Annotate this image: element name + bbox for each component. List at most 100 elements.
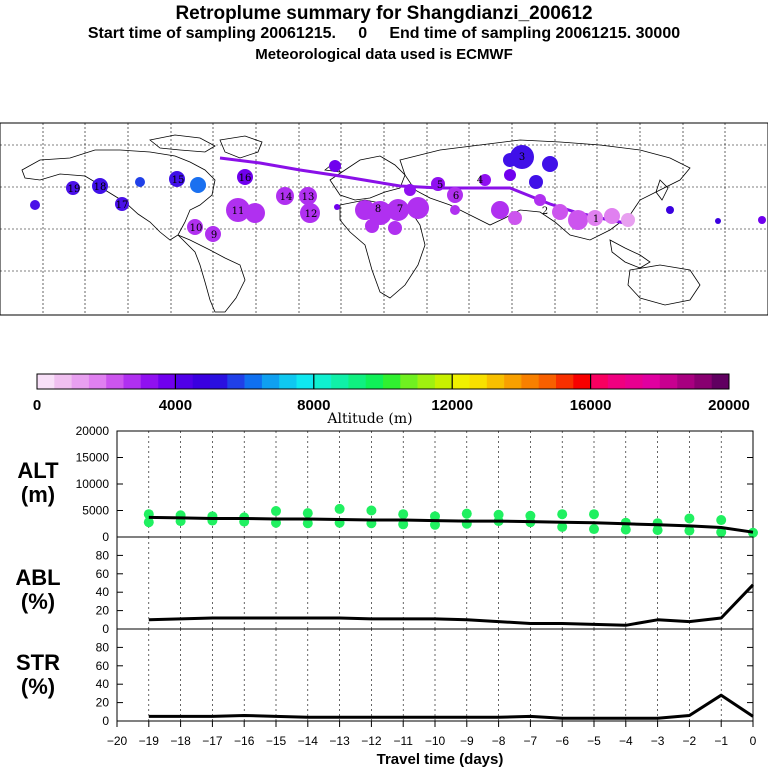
map-marker [758, 216, 766, 224]
alt-cluster-point [430, 519, 440, 530]
alt-cluster-point [302, 518, 313, 529]
colorbar-swatch [210, 374, 228, 389]
str-ytick-label: 20 [96, 696, 110, 710]
map-marker [450, 205, 460, 215]
map-marker [135, 177, 145, 187]
map-marker [407, 197, 429, 219]
map-marker [387, 199, 409, 221]
alt-cluster-point [652, 525, 663, 536]
x-tick-label: −6 [555, 734, 569, 748]
map-marker [115, 197, 129, 211]
map-day-label: 3 [519, 152, 525, 163]
map-marker [92, 178, 108, 194]
time-series-panels: 0 5000 10000 15000 20000 0 20 40 60 80 0 20 40 60 80 −2… [76, 424, 758, 748]
colorbar-swatch [296, 374, 315, 389]
abl-panel-label: ABL [15, 565, 60, 590]
colorbar-swatch [192, 374, 211, 389]
map-marker [479, 174, 491, 186]
alt-cluster-point [334, 503, 345, 514]
colorbar-swatch [37, 374, 55, 389]
map-day-label: 2 [542, 206, 548, 217]
colorbar-swatch [88, 374, 107, 389]
colorbar-swatch [106, 374, 124, 389]
map-day-label: 18 [94, 182, 107, 193]
colorbar-swatch [694, 374, 712, 389]
alt-panel: 0 5000 10000 15000 20000 [76, 424, 758, 544]
map-marker [276, 187, 294, 205]
abl-ytick-label: 60 [96, 567, 110, 581]
alt-panel-unit: (m) [21, 482, 55, 507]
colorbar-tick-label: 16000 [570, 397, 612, 414]
map-marker [604, 208, 620, 224]
map-marker [503, 153, 517, 167]
map-marker [237, 169, 253, 185]
colorbar-swatch [521, 374, 539, 389]
map-marker [447, 187, 463, 203]
alt-cluster-point [143, 517, 154, 528]
world-map: 19 18 17 16 15 14 13 12 11 10 9 8 7 65 4 3 2 1 [0, 122, 768, 316]
alt-cluster-point [748, 527, 758, 538]
map-marker [365, 219, 379, 233]
x-tick-label: −8 [492, 734, 506, 748]
colorbar-swatch [625, 374, 643, 389]
map-day-label: 10 [190, 223, 203, 234]
colorbar-swatch [659, 374, 678, 389]
alt-cluster-point [620, 524, 631, 535]
abl-panel: 0 20 40 60 80 [96, 536, 755, 636]
colorbar-swatch [331, 374, 349, 389]
x-tick-label: −14 [298, 734, 319, 748]
alt-panel-label: ALT [17, 458, 59, 483]
abl-ytick-label: 80 [96, 548, 110, 562]
str-panel: 0 20 40 60 80 [96, 628, 754, 728]
colorbar-swatch [538, 374, 557, 389]
alt-cluster-point [557, 509, 568, 520]
colorbar-swatch [54, 374, 72, 389]
map-marker [187, 219, 203, 235]
map-marker [226, 198, 250, 222]
colorbar-swatch [452, 374, 470, 389]
x-tick-label: −17 [202, 734, 223, 748]
map-marker [568, 210, 588, 230]
altitude-colorbar: 0 4000 8000 12000 16000 20000 [33, 373, 750, 414]
map-day-label: 11 [232, 206, 245, 217]
map-day-label: 12 [305, 209, 318, 220]
map-marker [587, 210, 603, 226]
map-marker [388, 221, 402, 235]
x-tick-label: −10 [425, 734, 446, 748]
alt-cluster-point [398, 509, 409, 520]
map-marker [190, 177, 206, 193]
colorbar-tick-label: 8000 [297, 397, 330, 414]
map-marker [169, 171, 185, 187]
alt-ytick-label: 5000 [82, 504, 109, 518]
x-tick-label: −15 [266, 734, 287, 748]
x-tick-label: −7 [524, 734, 538, 748]
x-tick-label: −5 [587, 734, 601, 748]
colorbar-swatch [123, 374, 142, 389]
map-marker [715, 218, 721, 224]
str-ytick-label: 60 [96, 659, 110, 673]
colorbar-swatch [175, 374, 193, 389]
x-tick-label: −16 [234, 734, 255, 748]
alt-ytick-label: 0 [102, 530, 109, 544]
colorbar-tick-label: 12000 [431, 397, 473, 414]
colorbar-swatch [383, 374, 401, 389]
x-tick-label: 0 [750, 734, 757, 748]
alt-cluster-point [716, 515, 727, 526]
met-data-subtitle: Meteorological data used is ECMWF [255, 46, 513, 63]
alt-cluster-point [430, 511, 440, 522]
alt-series-line [148, 515, 754, 534]
alt-cluster-point [271, 506, 281, 517]
colorbar-swatch [140, 374, 159, 389]
alt-ytick-label: 15000 [76, 451, 110, 465]
x-tick-label: −9 [460, 734, 474, 748]
alt-cluster-point [684, 525, 695, 536]
alt-cluster-point [366, 505, 377, 516]
map-day-label: 1 [593, 214, 599, 225]
abl-series-line [148, 583, 755, 627]
x-tick-label: −1 [714, 734, 728, 748]
map-marker [205, 226, 221, 242]
colorbar-swatch [244, 374, 263, 389]
colorbar-swatch [556, 374, 574, 389]
x-tick-label: −12 [361, 734, 382, 748]
colorbar-swatch [400, 374, 418, 389]
